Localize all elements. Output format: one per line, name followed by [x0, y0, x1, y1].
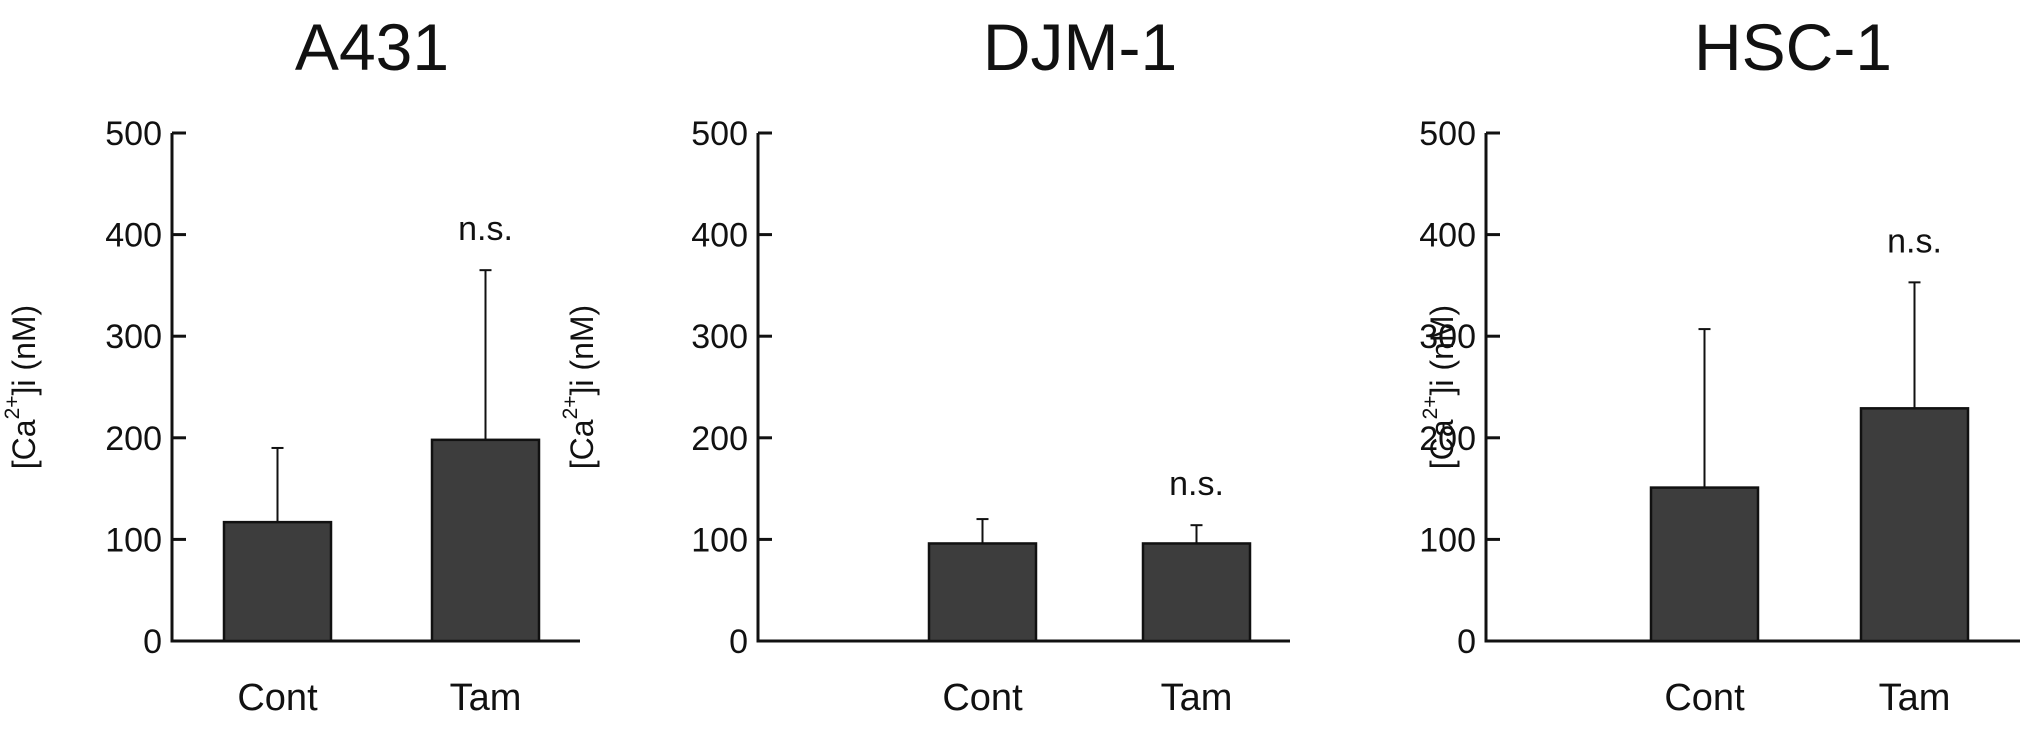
y-tick-label: 400 [691, 217, 748, 255]
y-tick-label: 500 [105, 115, 162, 153]
y-tick-label: 100 [105, 521, 162, 559]
y-tick-label: 300 [1419, 318, 1476, 356]
bar-cont [1649, 486, 1760, 643]
y-tick-label: 0 [729, 623, 748, 661]
significance-annotation: n.s. [1887, 222, 1942, 260]
y-tick-label: 0 [1457, 623, 1476, 661]
bar-cont [222, 520, 333, 643]
bar-tam [1859, 407, 1970, 643]
significance-annotation: n.s. [1169, 465, 1224, 503]
chart-panel-2: DJM-1 [Ca2+]i (nM) 0 100 200 300 400 500 Cont Tam… [559, 10, 1290, 719]
x-tick-label: Cont [237, 677, 318, 719]
y-tick-label: 400 [1419, 217, 1476, 255]
y-tick-label: 200 [1419, 420, 1476, 458]
panel-title: DJM-1 [983, 10, 1177, 84]
bar-cont [927, 542, 1038, 643]
y-tick-label: 200 [105, 420, 162, 458]
x-tick-label: Tam [450, 677, 522, 719]
y-axis-label: [Ca2+]i (nM) [1, 305, 42, 469]
y-tick-label: 500 [1419, 115, 1476, 153]
y-tick-label: 200 [691, 420, 748, 458]
y-tick-label: 400 [105, 217, 162, 255]
bar-tam [430, 438, 541, 643]
panel-title: A431 [295, 10, 449, 84]
x-tick-label: Cont [942, 677, 1023, 719]
x-tick-label: Tam [1879, 677, 1951, 719]
y-tick-label: 500 [691, 115, 748, 153]
y-tick-label: 100 [691, 521, 748, 559]
y-tick-label: 0 [143, 623, 162, 661]
chart-panel-1: A431 [Ca2+]i (nM) 0 100 200 300 400 500 Cont Tam n… [1, 10, 580, 719]
y-axis-label: [Ca2+]i (nM) [1419, 305, 1460, 469]
bar-tam [1141, 542, 1252, 643]
y-axis-label: [Ca2+]i (nM) [559, 305, 600, 469]
x-tick-label: Cont [1664, 677, 1745, 719]
y-tick-label: 100 [1419, 521, 1476, 559]
chart-panel-3: HSC-1 [Ca2+]i (nM) 0 100 200 300 400 500 Cont Tam… [1419, 10, 2020, 719]
panel-title: HSC-1 [1694, 10, 1892, 84]
x-tick-label: Tam [1161, 677, 1233, 719]
significance-annotation: n.s. [458, 210, 513, 248]
y-tick-label: 300 [105, 318, 162, 356]
y-tick-label: 300 [691, 318, 748, 356]
